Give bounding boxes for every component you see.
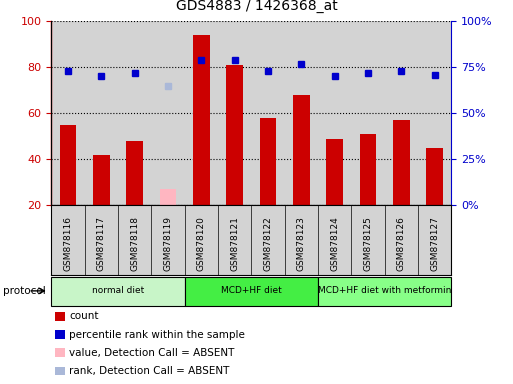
Bar: [93, 155, 110, 205]
Bar: [360, 134, 377, 205]
Text: GSM878122: GSM878122: [264, 216, 272, 271]
Bar: [55, 330, 65, 339]
Bar: [160, 189, 176, 205]
Bar: [426, 148, 443, 205]
Bar: [260, 118, 277, 205]
Text: value, Detection Call = ABSENT: value, Detection Call = ABSENT: [69, 348, 234, 358]
Text: percentile rank within the sample: percentile rank within the sample: [69, 329, 245, 339]
Text: protocol: protocol: [3, 286, 45, 296]
Text: GSM878120: GSM878120: [197, 216, 206, 271]
Bar: [51, 277, 185, 306]
Bar: [318, 277, 451, 306]
Bar: [293, 95, 310, 205]
Text: normal diet: normal diet: [92, 286, 144, 295]
Text: GDS4883 / 1426368_at: GDS4883 / 1426368_at: [175, 0, 338, 13]
Text: GSM878118: GSM878118: [130, 216, 139, 271]
Text: GSM878127: GSM878127: [430, 216, 439, 271]
Bar: [55, 367, 65, 376]
Text: GSM878126: GSM878126: [397, 216, 406, 271]
Text: GSM878123: GSM878123: [297, 216, 306, 271]
Bar: [393, 120, 410, 205]
Text: GSM878116: GSM878116: [64, 216, 72, 271]
Bar: [126, 141, 143, 205]
Bar: [55, 312, 65, 321]
Bar: [193, 35, 210, 205]
Text: GSM878117: GSM878117: [97, 216, 106, 271]
Bar: [55, 348, 65, 357]
Text: GSM878124: GSM878124: [330, 216, 339, 271]
Text: MCD+HF diet with metformin: MCD+HF diet with metformin: [318, 286, 451, 295]
Bar: [326, 139, 343, 205]
Text: MCD+HF diet: MCD+HF diet: [221, 286, 282, 295]
Bar: [60, 125, 76, 205]
Bar: [185, 277, 318, 306]
Text: GSM878119: GSM878119: [164, 216, 172, 271]
Bar: [226, 65, 243, 205]
Text: rank, Detection Call = ABSENT: rank, Detection Call = ABSENT: [69, 366, 230, 376]
Text: GSM878121: GSM878121: [230, 216, 239, 271]
Text: GSM878125: GSM878125: [364, 216, 372, 271]
Text: count: count: [69, 311, 99, 321]
